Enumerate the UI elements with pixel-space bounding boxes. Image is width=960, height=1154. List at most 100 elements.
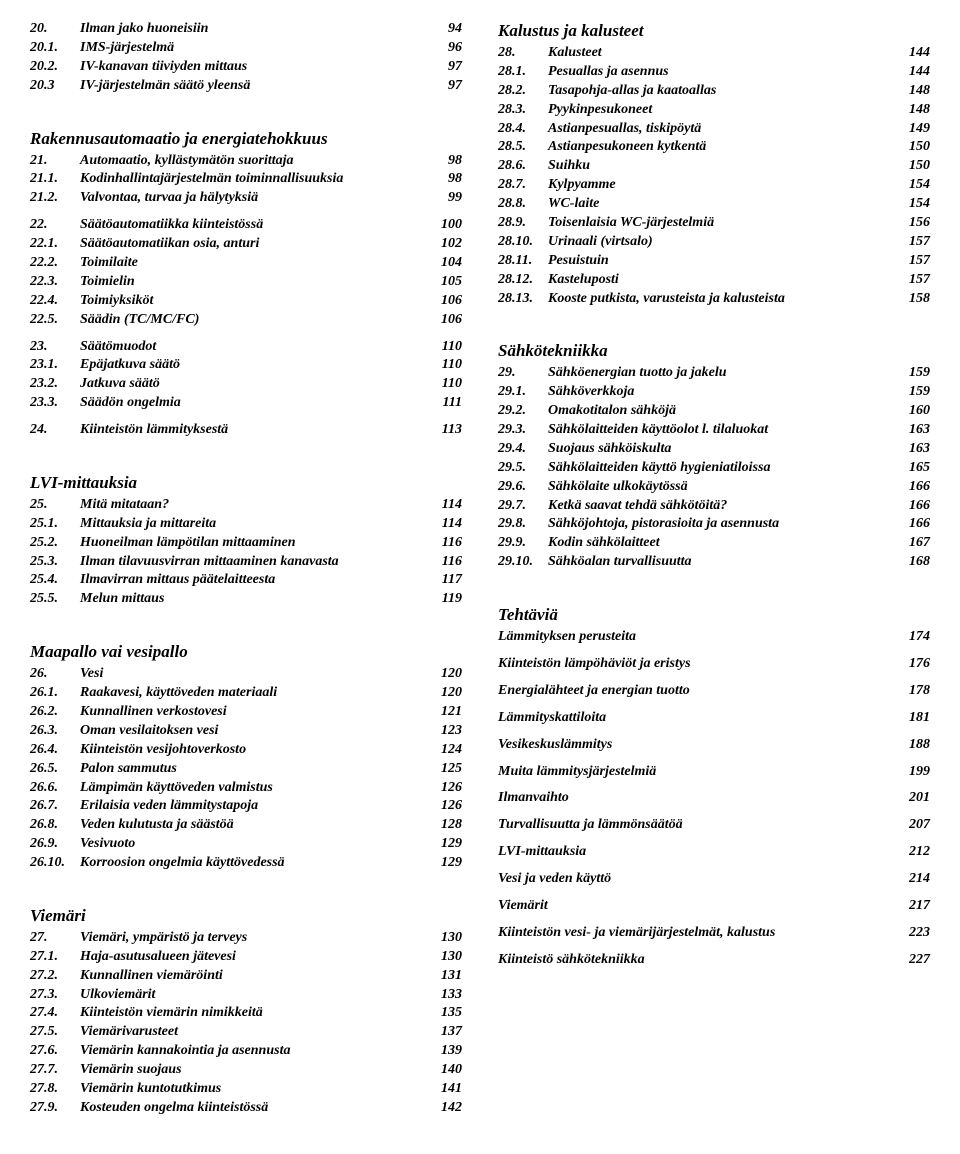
toc-entry-page: 157	[896, 233, 930, 252]
toc-entry-number: 28.1.	[498, 63, 542, 82]
toc-entry: 26.8.Veden kulutusta ja säästöä128	[30, 816, 462, 835]
toc-entry-left: 28.5.Astianpesukoneen kytkentä	[498, 138, 706, 157]
toc-entry-number: 27.9.	[30, 1099, 74, 1118]
toc-entry-number: 27.4.	[30, 1004, 74, 1023]
toc-entry-left: 29.7.Ketkä saavat tehdä sähkötöitä?	[498, 497, 727, 516]
toc-entry: 29.8.Sähköjohtoja, pistorasioita ja asen…	[498, 515, 930, 534]
toc-entry-left: 26.8. Veden kulutusta ja säästöä	[30, 816, 234, 835]
toc-entry-label: Urinaali (virtsalo)	[548, 233, 653, 252]
toc-entry: Kiinteistö sähkötekniikka227	[498, 951, 930, 970]
toc-entry-label: Viemärin kuntotutkimus	[80, 1080, 221, 1099]
toc-entry: 29.4.Suojaus sähköiskulta163	[498, 440, 930, 459]
toc-entry: 20.2.IV-kanavan tiiviyden mittaus97	[30, 58, 462, 77]
toc-entry: 27.Viemäri, ympäristö ja terveys130	[30, 929, 462, 948]
toc-entry-number: 29.8.	[498, 515, 542, 534]
toc-entry-page: 166	[896, 497, 930, 516]
toc-entry: 27.3.Ulkoviemärit133	[30, 986, 462, 1005]
toc-entry-page: 114	[428, 496, 462, 515]
toc-entry-page: 148	[896, 101, 930, 120]
toc-entry-label: Säätöautomatiikka kiinteistössä	[80, 216, 263, 235]
toc-entry-number: 22.5.	[30, 311, 74, 330]
toc-entry-page: 167	[896, 534, 930, 553]
toc-entry: 26.4.Kiinteistön vesijohtoverkosto124	[30, 741, 462, 760]
toc-entry: 26.3.Oman vesilaitoksen vesi123	[30, 722, 462, 741]
toc-entry-page: 135	[428, 1004, 462, 1023]
toc-entry: 28.6.Suihku150	[498, 157, 930, 176]
spacer	[498, 862, 930, 870]
toc-entry-left: 20.3IV-järjestelmän säätö yleensä	[30, 77, 250, 96]
toc-entry-page: 130	[428, 948, 462, 967]
toc-entry-number: 26.10.	[30, 854, 74, 873]
toc-entry-left: 27.8.Viemärin kuntotutkimus	[30, 1080, 221, 1099]
toc-entry-left: 27.Viemäri, ympäristö ja terveys	[30, 929, 247, 948]
toc-entry-label: Viemärin kannakointia ja asennusta	[80, 1042, 290, 1061]
toc-entry-page: 100	[428, 216, 462, 235]
toc-entry-label: LVI-mittauksia	[498, 843, 586, 862]
toc-columns: 20.Ilman jako huoneisiin9420.1.IMS-järje…	[30, 20, 930, 1118]
toc-entry-page: 131	[428, 967, 462, 986]
toc-entry-left: 25.1.Mittauksia ja mittareita	[30, 515, 216, 534]
toc-entry-page: 166	[896, 515, 930, 534]
toc-entry-page: 201	[896, 789, 930, 808]
toc-entry-label: Korroosion ongelmia käyttövedessä	[80, 854, 285, 873]
toc-entry-page: 117	[428, 571, 462, 590]
toc-entry-left: 26.4.Kiinteistön vesijohtoverkosto	[30, 741, 246, 760]
toc-entry-label: Kalusteet	[548, 44, 602, 63]
toc-entry: Energialähteet ja energian tuotto178	[498, 682, 930, 701]
toc-entry-page: 150	[896, 138, 930, 157]
toc-entry: 27.7.Viemärin suojaus140	[30, 1061, 462, 1080]
toc-entry: 26.10.Korroosion ongelmia käyttövedessä1…	[30, 854, 462, 873]
toc-entry-label: Mittauksia ja mittareita	[80, 515, 216, 534]
toc-entry-label: Toisenlaisia WC-järjestelmiä	[548, 214, 714, 233]
toc-entry-page: 159	[896, 383, 930, 402]
toc-entry-number: 27.7.	[30, 1061, 74, 1080]
toc-entry-page: 166	[896, 478, 930, 497]
toc-entry: 28.13.Kooste putkista, varusteista ja ka…	[498, 290, 930, 309]
toc-entry: 28.2.Tasapohja-allas ja kaatoallas148	[498, 82, 930, 101]
toc-entry-number: 29.4.	[498, 440, 542, 459]
spacer	[498, 835, 930, 843]
spacer	[498, 781, 930, 789]
toc-entry-number: 26.8.	[30, 816, 74, 835]
toc-entry: 28.5.Astianpesukoneen kytkentä 150	[498, 138, 930, 157]
toc-entry: 26.9.Vesivuoto129	[30, 835, 462, 854]
toc-entry-label: Toimielin	[80, 273, 135, 292]
toc-entry: 26.5.Palon sammutus125	[30, 760, 462, 779]
toc-entry-page: 125	[428, 760, 462, 779]
toc-entry: Lämmityksen perusteita174	[498, 628, 930, 647]
toc-entry-label: Säädön ongelmia	[80, 394, 181, 413]
toc-entry: 27.2.Kunnallinen viemäröinti131	[30, 967, 462, 986]
toc-entry-label: Muita lämmitysjärjestelmiä	[498, 763, 656, 782]
toc-entry-left: 26.9.Vesivuoto	[30, 835, 135, 854]
toc-entry-number: 28.12.	[498, 271, 542, 290]
toc-entry-page: 98	[428, 170, 462, 189]
toc-entry-page: 113	[428, 421, 462, 440]
toc-entry-left: 26.7.Erilaisia veden lämmitystapoja	[30, 797, 258, 816]
toc-entry-page: 158	[896, 290, 930, 309]
toc-entry-number: 28.7.	[498, 176, 542, 195]
toc-entry-left: 27.1.Haja-asutusalueen jätevesi	[30, 948, 236, 967]
toc-entry-number: 24.	[30, 421, 74, 440]
toc-entry-left: 26.10. Korroosion ongelmia käyttövedessä	[30, 854, 285, 873]
toc-entry-label: Energialähteet ja energian tuotto	[498, 682, 690, 701]
toc-entry-label: Säädin (TC/MC/FC)	[80, 311, 199, 330]
toc-entry-page: 123	[428, 722, 462, 741]
toc-entry: 22.4.Toimiyksiköt106	[30, 292, 462, 311]
toc-entry-left: 22.4.Toimiyksiköt	[30, 292, 153, 311]
toc-entry-page: 181	[896, 709, 930, 728]
toc-entry-label: Epäjatkuva säätö	[80, 356, 180, 375]
toc-entry-label: Palon sammutus	[80, 760, 177, 779]
toc-entry-label: Kosteuden ongelma kiinteistössä	[80, 1099, 268, 1118]
toc-entry: Vesikeskuslämmitys188	[498, 736, 930, 755]
toc-entry-left: 25.5.Melun mittaus	[30, 590, 164, 609]
toc-entry-label: Veden kulutusta ja säästöä	[80, 816, 234, 835]
toc-entry-label: Pesuistuin	[548, 252, 609, 271]
toc-entry: 20.3IV-järjestelmän säätö yleensä97	[30, 77, 462, 96]
toc-entry-left: 28.10.Urinaali (virtsalo)	[498, 233, 653, 252]
toc-entry-left: 21.1.Kodinhallintajärjestelmän toiminnal…	[30, 170, 343, 189]
toc-entry-label: Sähköalan turvallisuutta	[548, 553, 692, 572]
toc-entry-number: 26.	[30, 665, 74, 684]
toc-entry: 29.1.Sähköverkkoja159	[498, 383, 930, 402]
toc-entry-label: Melun mittaus	[80, 590, 164, 609]
toc-entry-page: 126	[428, 797, 462, 816]
